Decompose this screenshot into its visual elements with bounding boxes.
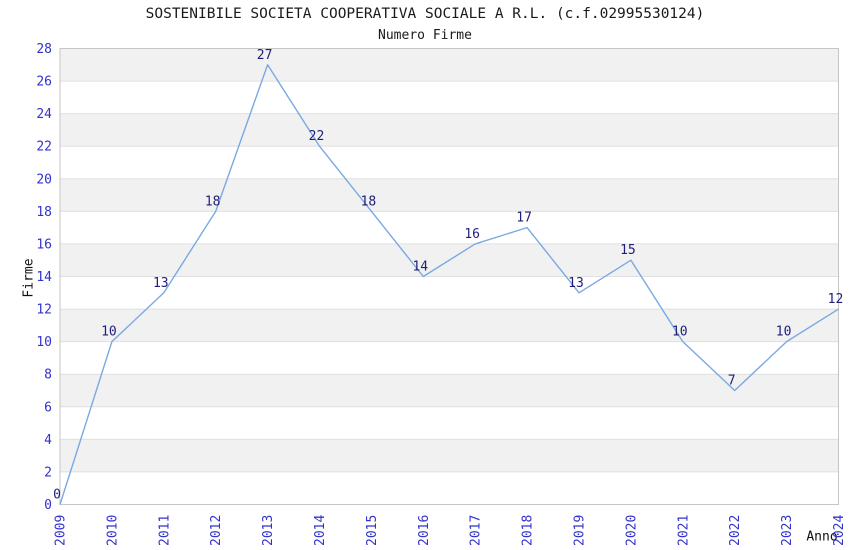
x-tick-label: 2009 [54, 515, 69, 546]
y-tick-label: 4 [44, 433, 52, 448]
y-band [60, 309, 839, 342]
y-tick-label: 24 [36, 107, 52, 122]
y-tick-label: 0 [44, 498, 52, 513]
data-point-label: 18 [205, 194, 221, 209]
data-point-label: 17 [516, 211, 532, 226]
y-tick-label: 22 [36, 140, 52, 155]
data-point-label: 27 [257, 48, 273, 63]
y-band [60, 374, 839, 407]
y-tick-label: 16 [36, 237, 52, 252]
y-tick-label: 8 [44, 368, 52, 383]
y-tick-label: 18 [36, 205, 52, 220]
x-tick-label: 2024 [832, 515, 847, 546]
x-tick-label: 2022 [728, 515, 743, 546]
data-point-label: 22 [309, 129, 325, 144]
x-tick-label: 2019 [573, 515, 588, 546]
y-band [60, 48, 839, 82]
x-tick-label: 2012 [209, 515, 224, 546]
data-line [59, 64, 839, 505]
x-tick-label: 2017 [469, 515, 484, 546]
y-tick-label: 20 [36, 172, 52, 187]
y-tick-label: 14 [36, 270, 52, 285]
x-tick-label: 2011 [157, 515, 172, 546]
y-tick-label: 26 [36, 75, 52, 90]
y-tick-label: 6 [44, 400, 52, 415]
x-tick-label: 2021 [676, 515, 691, 546]
x-tick-label: 2014 [313, 515, 328, 546]
data-point-label: 10 [776, 325, 792, 340]
data-point-label: 0 [53, 488, 61, 503]
x-tick-label: 2020 [624, 515, 639, 546]
x-tick-label: 2018 [521, 515, 536, 546]
chart-subtitle: Numero Firme [378, 28, 472, 43]
data-point-label: 18 [361, 194, 377, 209]
x-tick-label: 2023 [780, 515, 795, 546]
x-tick-label: 2013 [261, 515, 276, 546]
y-band [60, 439, 839, 472]
data-point-label: 13 [568, 276, 584, 291]
data-point-label: 16 [464, 227, 480, 242]
data-point-label: 15 [620, 243, 636, 258]
data-point-label: 12 [828, 292, 844, 307]
data-point-label: 13 [153, 276, 169, 291]
x-tick-label: 2010 [105, 515, 120, 546]
x-tick-label: 2016 [417, 515, 432, 546]
y-band [60, 178, 839, 212]
y-tick-label: 28 [36, 42, 52, 57]
y-tick-label: 2 [44, 465, 52, 480]
y-tick-label: 10 [36, 335, 52, 350]
y-tick-label: 12 [36, 303, 52, 318]
plot-border [59, 48, 839, 505]
data-point-label: 10 [672, 325, 688, 340]
data-point-label: 14 [412, 260, 428, 275]
chart-title: SOSTENIBILE SOCIETA COOPERATIVA SOCIALE … [145, 6, 705, 22]
x-tick-label: 2015 [365, 515, 380, 546]
y-band [60, 113, 839, 147]
x-axis-title: Anno [806, 529, 838, 545]
data-point-label: 10 [101, 325, 117, 340]
data-point-label: 7 [728, 374, 736, 389]
